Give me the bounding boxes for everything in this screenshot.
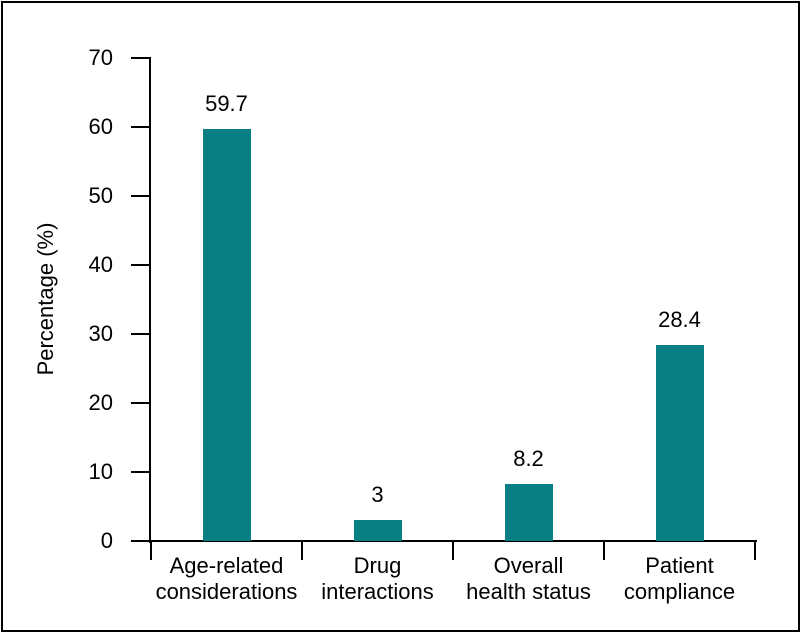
y-tick — [131, 471, 151, 473]
category-label-line: Overall — [493, 553, 564, 578]
bar — [353, 520, 402, 541]
y-tick-label: 50 — [88, 183, 113, 208]
category-label-line: Age-related — [169, 553, 284, 578]
y-tick-label: 40 — [88, 252, 113, 277]
category-label: Overall health status — [449, 553, 609, 605]
y-axis-title: Percentage (%) — [33, 222, 58, 376]
y-tick-label: 30 — [88, 321, 113, 346]
bar-value-label: 28.4 — [658, 307, 701, 333]
category-label: Age-related considerations — [147, 553, 307, 605]
bar — [504, 484, 553, 541]
bar-value-label: 8.2 — [513, 446, 544, 472]
y-tick — [131, 264, 151, 266]
category-label-line: Patient — [645, 553, 714, 578]
x-tick — [754, 540, 756, 560]
category-label-line: Drug — [353, 553, 402, 578]
y-axis-line — [149, 57, 151, 543]
y-tick — [131, 195, 151, 197]
category-label-line: compliance — [623, 579, 736, 604]
y-tick-label: 60 — [88, 114, 113, 139]
y-tick — [131, 126, 151, 128]
y-tick — [131, 57, 151, 59]
category-label-line: considerations — [155, 579, 298, 604]
x-tick — [150, 540, 152, 560]
y-tick-label: 20 — [88, 390, 113, 415]
y-tick-label: 10 — [88, 459, 113, 484]
x-tick — [603, 540, 605, 560]
x-tick — [452, 540, 454, 560]
category-label: Drug interactions — [298, 553, 458, 605]
y-tick — [131, 402, 151, 404]
bar-value-label: 59.7 — [205, 91, 248, 117]
bar-value-label: 3 — [371, 482, 384, 508]
x-tick — [301, 540, 303, 560]
y-tick-label: 0 — [100, 528, 113, 553]
bar — [655, 345, 704, 541]
y-tick-label: 70 — [88, 45, 113, 70]
category-label-line: health status — [466, 579, 591, 604]
bar — [202, 129, 251, 541]
y-tick — [131, 333, 151, 335]
bar-chart: Percentage (%) 0 10 20 30 40 50 60 70 59.7 Age-re… — [3, 3, 798, 630]
y-tick — [131, 540, 151, 542]
category-label-line: interactions — [321, 579, 434, 604]
category-label: Patient compliance — [600, 553, 760, 605]
